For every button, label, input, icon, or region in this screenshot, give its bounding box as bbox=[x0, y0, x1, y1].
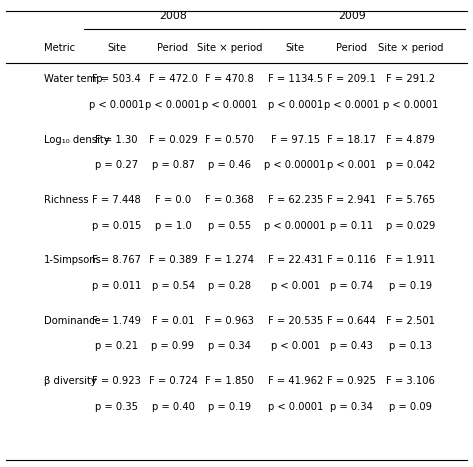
Text: F = 18.17: F = 18.17 bbox=[327, 134, 376, 145]
Text: F = 0.644: F = 0.644 bbox=[327, 316, 376, 326]
Text: F = 2.941: F = 2.941 bbox=[327, 195, 376, 205]
Text: F = 1.274: F = 1.274 bbox=[205, 255, 254, 265]
Text: F = 20.535: F = 20.535 bbox=[268, 316, 323, 326]
Text: F = 8.767: F = 8.767 bbox=[92, 255, 141, 265]
Text: p = 0.87: p = 0.87 bbox=[151, 160, 194, 170]
Text: F = 1.911: F = 1.911 bbox=[386, 255, 435, 265]
Text: 2008: 2008 bbox=[159, 11, 187, 21]
Text: p = 0.27: p = 0.27 bbox=[95, 160, 138, 170]
Text: 2009: 2009 bbox=[338, 11, 366, 21]
Text: p = 0.40: p = 0.40 bbox=[151, 402, 194, 411]
Text: F = 0.389: F = 0.389 bbox=[149, 255, 197, 265]
Text: β diversity: β diversity bbox=[44, 376, 96, 386]
Text: p < 0.001: p < 0.001 bbox=[327, 160, 376, 170]
Text: Metric: Metric bbox=[44, 43, 75, 53]
Text: p = 0.43: p = 0.43 bbox=[330, 341, 373, 351]
Text: F = 2.501: F = 2.501 bbox=[386, 316, 435, 326]
Text: p = 0.34: p = 0.34 bbox=[208, 341, 251, 351]
Text: Site: Site bbox=[107, 43, 126, 53]
Text: F = 0.923: F = 0.923 bbox=[92, 376, 141, 386]
Text: F = 1134.5: F = 1134.5 bbox=[268, 74, 323, 85]
Text: p = 1.0: p = 1.0 bbox=[155, 220, 192, 231]
Text: p < 0.0001: p < 0.0001 bbox=[202, 100, 257, 110]
Text: Log₁₀ density: Log₁₀ density bbox=[44, 134, 109, 145]
Text: Site × period: Site × period bbox=[378, 43, 443, 53]
Text: F = 0.925: F = 0.925 bbox=[327, 376, 376, 386]
Text: Site × period: Site × period bbox=[197, 43, 262, 53]
Text: p < 0.00001: p < 0.00001 bbox=[264, 220, 326, 231]
Text: p = 0.46: p = 0.46 bbox=[208, 160, 251, 170]
Text: F = 503.4: F = 503.4 bbox=[92, 74, 141, 85]
Text: Period: Period bbox=[336, 43, 367, 53]
Text: p < 0.001: p < 0.001 bbox=[271, 341, 320, 351]
Text: p < 0.0001: p < 0.0001 bbox=[268, 100, 323, 110]
Text: F = 209.1: F = 209.1 bbox=[327, 74, 376, 85]
Text: p = 0.99: p = 0.99 bbox=[151, 341, 194, 351]
Text: Site: Site bbox=[286, 43, 305, 53]
Text: F = 7.448: F = 7.448 bbox=[92, 195, 141, 205]
Text: F = 0.01: F = 0.01 bbox=[152, 316, 194, 326]
Text: F = 0.116: F = 0.116 bbox=[327, 255, 376, 265]
Text: p = 0.19: p = 0.19 bbox=[208, 402, 251, 411]
Text: F = 4.879: F = 4.879 bbox=[386, 134, 435, 145]
Text: p = 0.35: p = 0.35 bbox=[95, 402, 138, 411]
Text: F = 1.850: F = 1.850 bbox=[205, 376, 254, 386]
Text: F = 3.106: F = 3.106 bbox=[386, 376, 435, 386]
Text: Period: Period bbox=[158, 43, 189, 53]
Text: p < 0.0001: p < 0.0001 bbox=[145, 100, 201, 110]
Text: p = 0.55: p = 0.55 bbox=[208, 220, 251, 231]
Text: F = 0.570: F = 0.570 bbox=[205, 134, 254, 145]
Text: F = 0.0: F = 0.0 bbox=[155, 195, 191, 205]
Text: p = 0.13: p = 0.13 bbox=[389, 341, 432, 351]
Text: p < 0.001: p < 0.001 bbox=[271, 281, 320, 291]
Text: p < 0.00001: p < 0.00001 bbox=[264, 160, 326, 170]
Text: F = 97.15: F = 97.15 bbox=[271, 134, 320, 145]
Text: F = 291.2: F = 291.2 bbox=[386, 74, 435, 85]
Text: F = 5.765: F = 5.765 bbox=[386, 195, 435, 205]
Text: F = 41.962: F = 41.962 bbox=[268, 376, 323, 386]
Text: Richness: Richness bbox=[44, 195, 88, 205]
Text: p = 0.28: p = 0.28 bbox=[208, 281, 251, 291]
Text: F = 1.749: F = 1.749 bbox=[92, 316, 141, 326]
Text: F = 472.0: F = 472.0 bbox=[149, 74, 197, 85]
Text: p = 0.19: p = 0.19 bbox=[389, 281, 432, 291]
Text: F = 22.431: F = 22.431 bbox=[268, 255, 323, 265]
Text: Dominance: Dominance bbox=[44, 316, 100, 326]
Text: p = 0.54: p = 0.54 bbox=[151, 281, 194, 291]
Text: 1-Simpsons: 1-Simpsons bbox=[44, 255, 102, 265]
Text: p = 0.042: p = 0.042 bbox=[386, 160, 435, 170]
Text: p < 0.0001: p < 0.0001 bbox=[89, 100, 144, 110]
Text: Water temp.: Water temp. bbox=[44, 74, 105, 85]
Text: F = 0.724: F = 0.724 bbox=[149, 376, 197, 386]
Text: p = 0.015: p = 0.015 bbox=[92, 220, 141, 231]
Text: F = 470.8: F = 470.8 bbox=[205, 74, 254, 85]
Text: F = 0.963: F = 0.963 bbox=[205, 316, 254, 326]
Text: p = 0.011: p = 0.011 bbox=[92, 281, 141, 291]
Text: p < 0.0001: p < 0.0001 bbox=[268, 402, 323, 411]
Text: p = 0.74: p = 0.74 bbox=[330, 281, 373, 291]
Text: F = 62.235: F = 62.235 bbox=[268, 195, 323, 205]
Text: p < 0.0001: p < 0.0001 bbox=[383, 100, 438, 110]
Text: p = 0.09: p = 0.09 bbox=[389, 402, 432, 411]
Text: p < 0.0001: p < 0.0001 bbox=[324, 100, 379, 110]
Text: p = 0.21: p = 0.21 bbox=[95, 341, 138, 351]
Text: F = 0.368: F = 0.368 bbox=[205, 195, 254, 205]
Text: p = 0.029: p = 0.029 bbox=[386, 220, 435, 231]
Text: F = 1.30: F = 1.30 bbox=[96, 134, 138, 145]
Text: F = 0.029: F = 0.029 bbox=[149, 134, 197, 145]
Text: p = 0.34: p = 0.34 bbox=[330, 402, 373, 411]
Text: p = 0.11: p = 0.11 bbox=[330, 220, 373, 231]
